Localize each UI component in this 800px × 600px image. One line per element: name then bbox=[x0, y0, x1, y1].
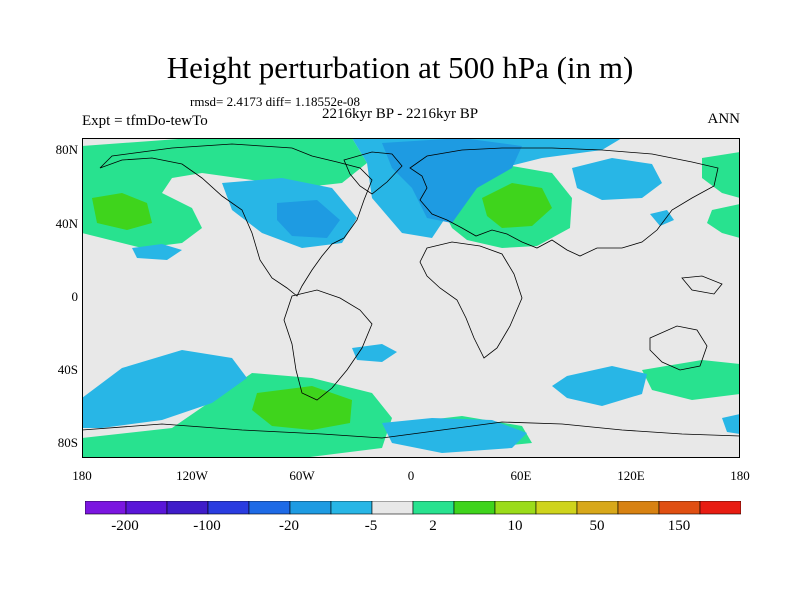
lat-tick-0: 0 bbox=[71, 289, 79, 304]
colorbar-label-8: 150 bbox=[667, 518, 691, 534]
lon-tick-120e: 120E bbox=[617, 468, 645, 483]
colorbar-swatch bbox=[412, 501, 455, 515]
colorbar-label-2: -100 bbox=[193, 518, 221, 534]
colorbar-swatch bbox=[658, 501, 701, 515]
colorbar-label-5: 2 bbox=[429, 518, 437, 534]
lon-tick-60w: 60W bbox=[289, 468, 315, 483]
colorbar-swatch bbox=[494, 501, 537, 515]
lat-tick-40s: 40S bbox=[57, 362, 78, 377]
colorbar-label-6: 10 bbox=[507, 518, 523, 534]
colorbar-swatch bbox=[248, 501, 291, 515]
map-frame bbox=[82, 138, 740, 458]
coastlines bbox=[82, 143, 740, 439]
colorbar-label-7: 50 bbox=[589, 518, 605, 534]
contour-map bbox=[82, 138, 740, 458]
season-label: ANN bbox=[707, 111, 741, 127]
colorbar-swatch bbox=[535, 501, 578, 515]
colorbar-swatch bbox=[289, 501, 332, 515]
lon-tick-120w: 120W bbox=[176, 468, 208, 483]
lat-tick-40n: 40N bbox=[55, 216, 78, 231]
lat-tick-80s: 80S bbox=[57, 435, 78, 450]
colorbar-label-1: -200 bbox=[111, 518, 139, 534]
lon-tick-180e: 180 bbox=[730, 468, 750, 483]
negative-anomaly-regions bbox=[82, 138, 740, 453]
stats-label: rmsd= 2.4173 diff= 1.18552e-08 bbox=[190, 94, 361, 109]
experiment-label: Expt = tfmDo-tewTo bbox=[82, 113, 208, 129]
lat-tick-80n: 80N bbox=[55, 142, 78, 157]
colorbar-label-4: -5 bbox=[364, 518, 378, 534]
colorbar-swatch bbox=[207, 501, 250, 515]
plot-title: Height perturbation at 500 hPa (in m) bbox=[166, 50, 634, 85]
colorbar-swatch bbox=[330, 501, 373, 515]
lon-tick-60e: 60E bbox=[510, 468, 532, 483]
lon-tick-180w: 180 bbox=[72, 468, 92, 483]
colorbar bbox=[85, 501, 741, 515]
period-label: 2216kyr BP - 2216kyr BP bbox=[322, 106, 479, 122]
colorbar-swatch bbox=[576, 501, 619, 515]
lon-tick-0: 0 bbox=[407, 468, 415, 483]
colorbar-swatch bbox=[617, 501, 660, 515]
colorbar-swatch bbox=[166, 501, 209, 515]
colorbar-label-3: -20 bbox=[279, 518, 299, 534]
colorbar-swatch bbox=[125, 501, 168, 515]
colorbar-swatch bbox=[699, 501, 741, 515]
colorbar-swatch bbox=[85, 501, 127, 515]
colorbar-swatch bbox=[453, 501, 496, 515]
colorbar-swatch bbox=[371, 501, 414, 515]
